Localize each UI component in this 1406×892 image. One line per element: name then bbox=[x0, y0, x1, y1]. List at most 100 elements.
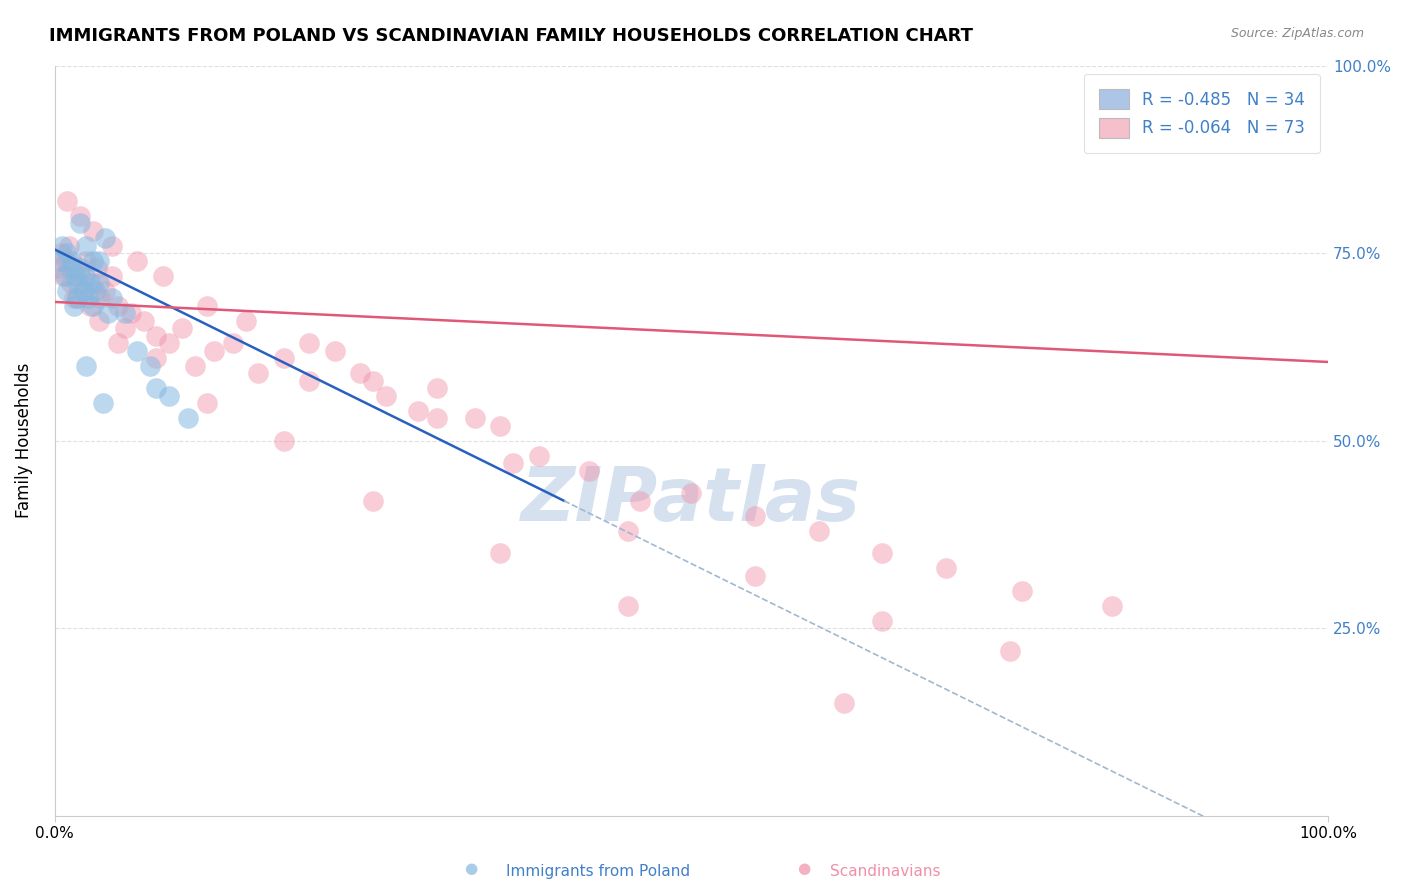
Point bbox=[82, 276, 104, 290]
Point bbox=[145, 328, 167, 343]
Point bbox=[464, 411, 486, 425]
Point bbox=[75, 238, 97, 252]
Point bbox=[1011, 583, 1033, 598]
Point bbox=[374, 389, 396, 403]
Point bbox=[94, 284, 117, 298]
Point bbox=[87, 276, 110, 290]
Point bbox=[127, 343, 149, 358]
Point bbox=[48, 253, 70, 268]
Point bbox=[62, 299, 84, 313]
Point bbox=[73, 284, 96, 298]
Point bbox=[616, 599, 638, 613]
Point bbox=[832, 697, 855, 711]
Point bbox=[132, 314, 155, 328]
Point bbox=[84, 284, 107, 298]
Point bbox=[872, 546, 894, 560]
Point bbox=[89, 291, 111, 305]
Point bbox=[101, 291, 124, 305]
Point bbox=[56, 284, 79, 298]
Text: IMMIGRANTS FROM POLAND VS SCANDINAVIAN FAMILY HOUSEHOLDS CORRELATION CHART: IMMIGRANTS FROM POLAND VS SCANDINAVIAN F… bbox=[49, 27, 973, 45]
Legend: R = -0.485   N = 34, R = -0.064   N = 73: R = -0.485 N = 34, R = -0.064 N = 73 bbox=[1084, 74, 1320, 153]
Point bbox=[56, 194, 79, 208]
Point bbox=[406, 403, 429, 417]
Point bbox=[489, 546, 512, 560]
Point bbox=[170, 321, 193, 335]
Point bbox=[107, 299, 129, 313]
Point bbox=[75, 253, 97, 268]
Point bbox=[69, 216, 91, 230]
Point bbox=[298, 336, 321, 351]
Point bbox=[616, 524, 638, 538]
Point bbox=[82, 299, 104, 313]
Point bbox=[157, 389, 180, 403]
Point bbox=[69, 209, 91, 223]
Point bbox=[578, 464, 600, 478]
Point bbox=[94, 231, 117, 245]
Point bbox=[62, 261, 84, 276]
Point bbox=[46, 261, 69, 276]
Point bbox=[152, 268, 174, 283]
Point bbox=[72, 284, 94, 298]
Y-axis label: Family Households: Family Households bbox=[15, 363, 32, 518]
Point bbox=[195, 396, 218, 410]
Text: Scandinavians: Scandinavians bbox=[830, 863, 941, 879]
Point bbox=[145, 351, 167, 366]
Point bbox=[744, 508, 766, 523]
Point bbox=[49, 246, 72, 260]
Point bbox=[145, 381, 167, 395]
Text: Immigrants from Poland: Immigrants from Poland bbox=[506, 863, 690, 879]
Point bbox=[101, 238, 124, 252]
Point bbox=[114, 306, 136, 320]
Point bbox=[79, 299, 101, 313]
Point bbox=[58, 238, 80, 252]
Point bbox=[235, 314, 257, 328]
Text: Source: ZipAtlas.com: Source: ZipAtlas.com bbox=[1230, 27, 1364, 40]
Text: ZIPatlas: ZIPatlas bbox=[522, 464, 862, 537]
Point bbox=[114, 321, 136, 335]
Point bbox=[247, 366, 270, 380]
Point bbox=[120, 306, 142, 320]
Point bbox=[222, 336, 245, 351]
Point bbox=[681, 486, 703, 500]
Text: ●: ● bbox=[464, 861, 478, 876]
Point bbox=[935, 561, 957, 575]
Point bbox=[87, 253, 110, 268]
Point bbox=[86, 261, 108, 276]
Point bbox=[177, 411, 200, 425]
Point bbox=[1101, 599, 1123, 613]
Point bbox=[323, 343, 346, 358]
Point bbox=[76, 291, 98, 305]
Point bbox=[62, 291, 84, 305]
Point bbox=[502, 456, 524, 470]
Point bbox=[97, 306, 120, 320]
Point bbox=[66, 291, 89, 305]
Point bbox=[51, 238, 73, 252]
Point bbox=[195, 299, 218, 313]
Point bbox=[527, 449, 550, 463]
Point bbox=[55, 253, 77, 268]
Point bbox=[872, 614, 894, 628]
Point bbox=[426, 381, 449, 395]
Point bbox=[79, 276, 101, 290]
Point bbox=[202, 343, 225, 358]
Point bbox=[183, 359, 205, 373]
Point bbox=[63, 268, 86, 283]
Point bbox=[273, 351, 295, 366]
Point bbox=[998, 644, 1021, 658]
Point bbox=[69, 268, 91, 283]
Point bbox=[82, 253, 104, 268]
Point bbox=[75, 359, 97, 373]
Point bbox=[361, 374, 384, 388]
Point bbox=[52, 268, 75, 283]
Point bbox=[139, 359, 162, 373]
Point bbox=[489, 418, 512, 433]
Point bbox=[744, 569, 766, 583]
Point bbox=[273, 434, 295, 448]
Point bbox=[298, 374, 321, 388]
Point bbox=[628, 493, 651, 508]
Point bbox=[426, 411, 449, 425]
Text: ●: ● bbox=[797, 861, 811, 876]
Point bbox=[69, 261, 91, 276]
Point bbox=[66, 276, 89, 290]
Point bbox=[60, 276, 83, 290]
